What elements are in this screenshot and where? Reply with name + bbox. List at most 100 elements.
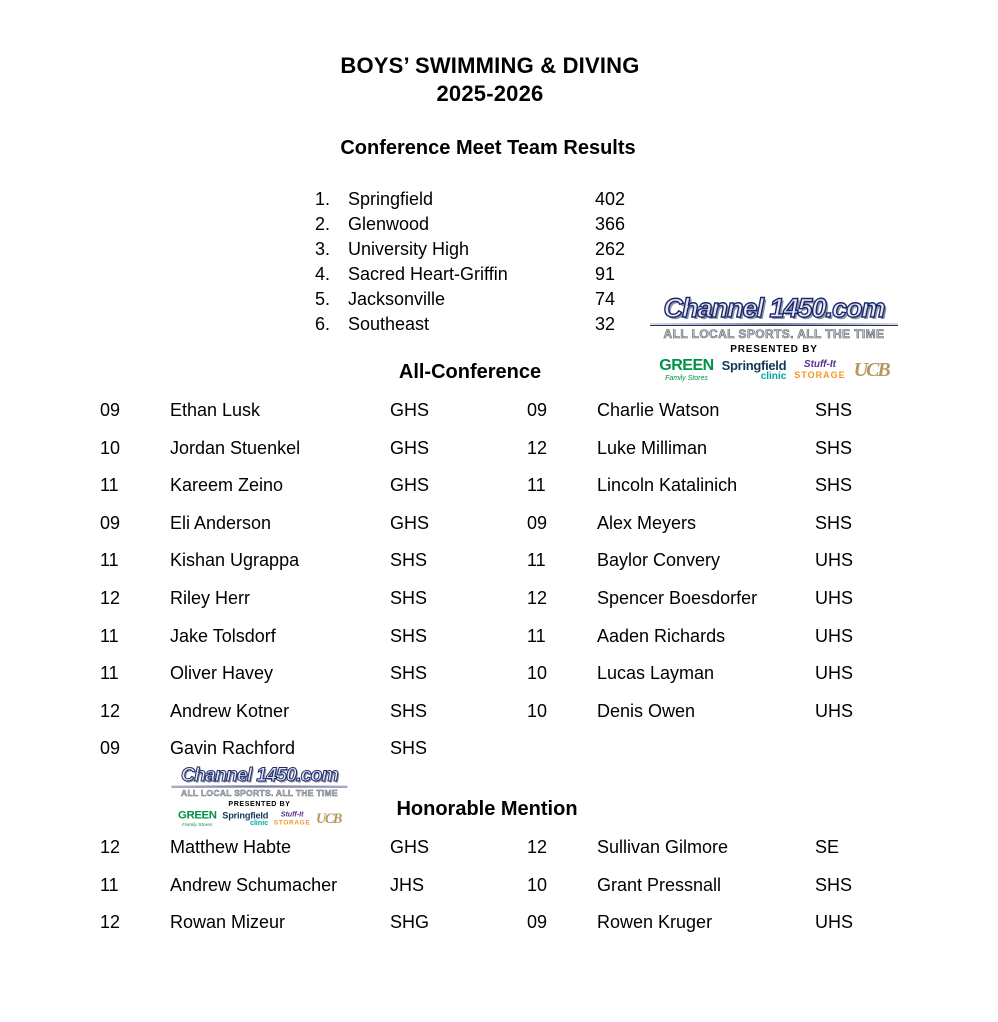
athlete-name: Alex Meyers — [597, 512, 697, 533]
green-logo-subtext: Family Stores — [182, 822, 213, 828]
athlete-school: SHS — [815, 437, 853, 458]
athlete-name: Rowan Mizeur — [170, 912, 286, 933]
title-line1: BOYS’ SWIMMING & DIVING — [340, 53, 640, 78]
athlete-school: GHS — [390, 837, 430, 857]
athlete-name: Rowen Kruger — [597, 912, 713, 933]
team-score: 402 — [595, 189, 626, 209]
team-rank: 2. — [315, 214, 331, 234]
athlete-school: UHS — [815, 700, 854, 721]
athlete-name — [597, 737, 815, 775]
ucb-bank-logo: UCB — [315, 810, 342, 827]
athlete-school: SHG — [390, 912, 430, 933]
athlete-name: Charlie Watson — [597, 400, 720, 420]
clinic-logo-subtext: clinic — [250, 819, 269, 827]
logo-tagline: ALL LOCAL SPORTS. ALL THE TIME — [181, 788, 338, 799]
athlete-grade: 10 — [100, 437, 121, 458]
clinic-logo-subtext: clinic — [760, 370, 787, 382]
all-conference-heading: All-Conference — [398, 361, 542, 383]
athlete-grade: 09 — [100, 738, 121, 759]
athlete-name: Eli Anderson — [170, 512, 272, 533]
athlete-name: Lincoln Katalinich — [597, 475, 738, 496]
athlete-grade: 12 — [527, 587, 548, 608]
athlete-name: Baylor Convery — [597, 550, 721, 571]
green-logo-subtext: Family Stores — [665, 375, 708, 382]
ucb-bank-logo: UCB — [853, 359, 891, 381]
athlete-school: JHS — [390, 874, 425, 895]
athlete-name: Lucas Layman — [597, 663, 715, 684]
athlete-school: SHS — [815, 512, 853, 533]
springfield-logo-text: Springfield — [222, 809, 269, 821]
green-family-stores-logo: GREEN Family Stores — [659, 357, 714, 383]
athlete-name: Jake Tolsdorf — [170, 625, 276, 646]
athlete-name: Ethan Lusk — [170, 400, 261, 420]
team-score: 91 — [595, 264, 616, 284]
logo-tagline: ALL LOCAL SPORTS. ALL THE TIME — [663, 327, 885, 342]
athlete-name: Oliver Havey — [170, 663, 274, 684]
stuff-it-logo-text: Stuff-It — [280, 810, 304, 819]
stuff-it-storage-logo: Stuff-It STORAGE — [794, 360, 845, 380]
team-name: Sacred Heart-Griffin — [348, 264, 508, 284]
team-name: Southeast — [348, 314, 430, 334]
channel1450-logo: Channel 1450.com ALL LOCAL SPORTS. ALL TH… — [648, 292, 900, 383]
team-score: 366 — [595, 214, 626, 234]
channel1450-wordmark: Channel 1450.com — [663, 292, 886, 323]
presented-by-label: PRESENTED BY — [730, 344, 818, 355]
athlete-grade: 11 — [100, 625, 119, 646]
athlete-school: GHS — [390, 475, 430, 496]
presented-by-label: PRESENTED BY — [228, 800, 291, 809]
athlete-grade: 11 — [100, 874, 119, 895]
athlete-school: SHS — [390, 738, 428, 759]
green-family-stores-logo: GREEN Family Stores — [178, 810, 217, 827]
athlete-grade: 09 — [100, 400, 121, 420]
athlete-name: Spencer Boesdorfer — [597, 587, 758, 608]
athlete-school: SHS — [390, 663, 428, 684]
athlete-grade: 12 — [100, 700, 121, 721]
team-name: Springfield — [348, 189, 434, 209]
athlete-grade — [527, 737, 597, 775]
athlete-name: Andrew Schumacher — [170, 874, 338, 895]
team-name: Jacksonville — [348, 289, 446, 309]
athlete-name: Grant Pressnall — [597, 874, 722, 895]
athlete-grade: 10 — [527, 700, 548, 721]
athlete-school: SHS — [815, 475, 853, 496]
team-rank: 5. — [315, 289, 331, 309]
athlete-name: Kishan Ugrappa — [170, 550, 300, 571]
athlete-grade: 10 — [527, 663, 548, 684]
springfield-logo-text: Springfield — [721, 357, 787, 373]
athlete-school: SHS — [390, 550, 428, 571]
athlete-grade: 12 — [100, 587, 121, 608]
storage-logo-subtext: STORAGE — [794, 370, 846, 380]
athlete-grade: 12 — [100, 912, 121, 933]
athlete-grade: 11 — [100, 663, 119, 684]
all-conference-list: 09 Ethan Lusk GHS 09 Charlie Watson SHS 10 Jord… — [100, 399, 898, 775]
team-score: 32 — [595, 314, 616, 334]
team-rank: 4. — [315, 264, 331, 284]
channel1450-logo-bottom: Channel 1450.com ALL LOCAL SPORTS. ALL TH… — [170, 764, 422, 853]
team-results-list: 1. Springfield 402 2. Glenwood 366 3. Universit… — [315, 188, 655, 338]
logo-divider-line — [171, 785, 348, 788]
athlete-school: UHS — [815, 663, 854, 684]
athlete-grade: 09 — [527, 512, 548, 533]
athlete-name: Matthew Habte — [170, 837, 292, 857]
channel1450-wordmark: Channel 1450.com — [180, 764, 339, 786]
athlete-school: SHS — [815, 874, 853, 895]
stuff-it-logo-text: Stuff-It — [803, 359, 836, 370]
athlete-name: Kareem Zeino — [170, 475, 284, 496]
green-logo-text: GREEN — [659, 357, 714, 374]
team-name: Glenwood — [348, 214, 430, 234]
channel1450-logo: Channel 1450.com ALL LOCAL SPORTS. ALL TH… — [170, 764, 349, 827]
athlete-school: UHS — [815, 625, 854, 646]
team-name: University High — [348, 239, 470, 259]
athlete-school: GHS — [390, 437, 430, 458]
athlete-name: Luke Milliman — [597, 437, 708, 458]
athlete-name: Sullivan Gilmore — [597, 837, 729, 857]
athlete-school: SHS — [390, 625, 428, 646]
athlete-name: Aaden Richards — [597, 625, 726, 646]
green-logo-text: GREEN — [177, 809, 217, 822]
athlete-grade: 11 — [527, 475, 546, 496]
athlete-grade: 09 — [100, 512, 121, 533]
channel1450-logo-top: Channel 1450.com ALL LOCAL SPORTS. ALL TH… — [648, 292, 900, 383]
athlete-grade: 09 — [527, 400, 548, 420]
team-score: 262 — [595, 239, 626, 259]
athlete-name: Denis Owen — [597, 700, 696, 721]
